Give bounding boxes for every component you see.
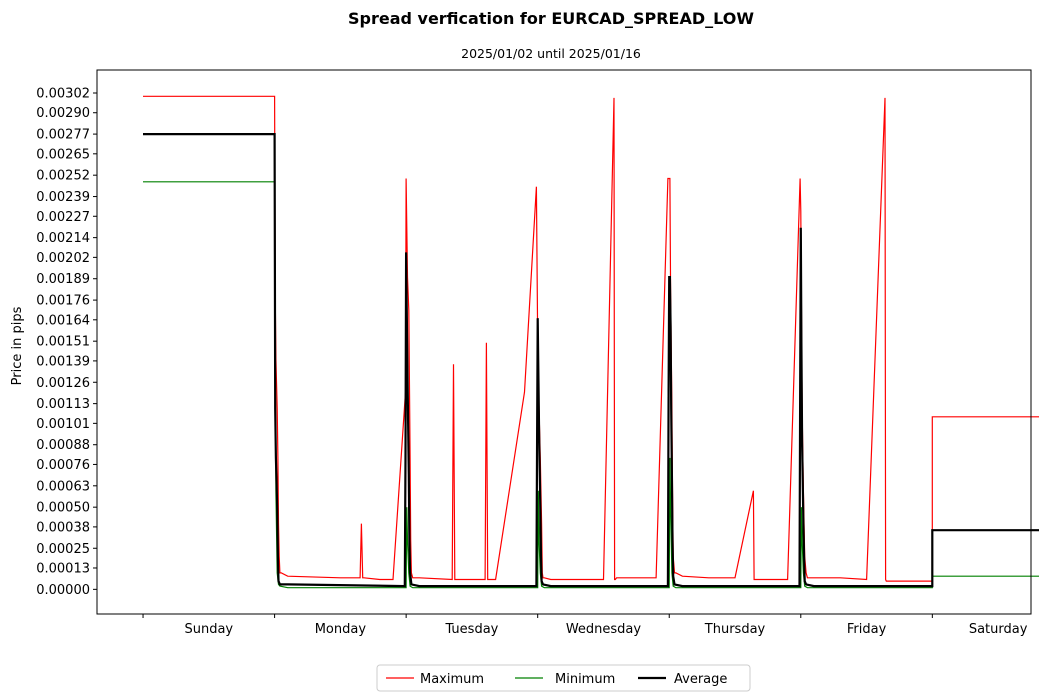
legend-label-average: Average bbox=[674, 672, 727, 687]
y-tick-label: 0.00088 bbox=[36, 438, 90, 453]
legend-box bbox=[376, 664, 751, 692]
series-line-average bbox=[143, 133, 1039, 588]
y-tick-label: 0.00013 bbox=[36, 561, 90, 576]
x-tick-label: Sunday bbox=[184, 622, 233, 637]
y-tick-label: 0.00101 bbox=[36, 417, 90, 432]
chart-subtitle: 2025/01/02 until 2025/01/16 bbox=[461, 46, 641, 61]
x-tick-label: Saturday bbox=[969, 622, 1028, 637]
y-tick-label: 0.00227 bbox=[36, 210, 90, 225]
y-tick-label: 0.00277 bbox=[36, 128, 90, 143]
y-tick-label: 0.00076 bbox=[36, 458, 90, 473]
y-tick-label: 0.00202 bbox=[36, 251, 90, 266]
legend-label-minimum: Minimum bbox=[555, 672, 615, 687]
y-tick-label: 0.00113 bbox=[36, 397, 90, 412]
y-axis: 0.00000 0.00013 0.00025 0.00038 0.00050 0.000… bbox=[36, 87, 97, 598]
x-tick-label: Tuesday bbox=[444, 622, 498, 637]
y-tick-label: 0.00164 bbox=[36, 313, 90, 328]
y-tick-label: 0.00038 bbox=[36, 520, 90, 535]
y-tick-label: 0.00050 bbox=[36, 501, 90, 516]
y-tick-label: 0.00063 bbox=[36, 479, 90, 494]
x-tick-label: Wednesday bbox=[566, 622, 642, 637]
y-tick-label: 0.00265 bbox=[36, 147, 90, 162]
y-tick-label: 0.00025 bbox=[36, 542, 90, 557]
legend-label-maximum: Maximum bbox=[420, 672, 484, 687]
y-tick-label: 0.00139 bbox=[36, 354, 90, 369]
y-tick-label: 0.00252 bbox=[36, 169, 90, 184]
plot-frame bbox=[96, 69, 1032, 615]
x-tick-label: Friday bbox=[847, 622, 887, 637]
y-tick-label: 0.00151 bbox=[36, 335, 90, 350]
x-tick-label: Thursday bbox=[704, 622, 766, 637]
series-layer bbox=[143, 95, 1039, 589]
y-tick-label: 0.00000 bbox=[36, 583, 90, 598]
legend: Maximum Minimum Average bbox=[376, 664, 751, 692]
y-tick-label: 0.00126 bbox=[36, 376, 90, 391]
chart-title: Spread verfication for EURCAD_SPREAD_LOW bbox=[348, 9, 754, 28]
y-tick-label: 0.00302 bbox=[36, 87, 90, 102]
x-tick-label: Monday bbox=[315, 622, 367, 637]
y-tick-label: 0.00239 bbox=[36, 190, 90, 205]
y-axis-label: Price in pips bbox=[10, 306, 25, 385]
y-tick-label: 0.00189 bbox=[36, 272, 90, 287]
x-axis: Sunday Monday Tuesday Wednesday Thursday Frid… bbox=[142, 614, 1028, 637]
y-tick-label: 0.00214 bbox=[36, 231, 90, 246]
y-tick-label: 0.00290 bbox=[36, 106, 90, 121]
y-tick-label: 0.00176 bbox=[36, 294, 90, 309]
